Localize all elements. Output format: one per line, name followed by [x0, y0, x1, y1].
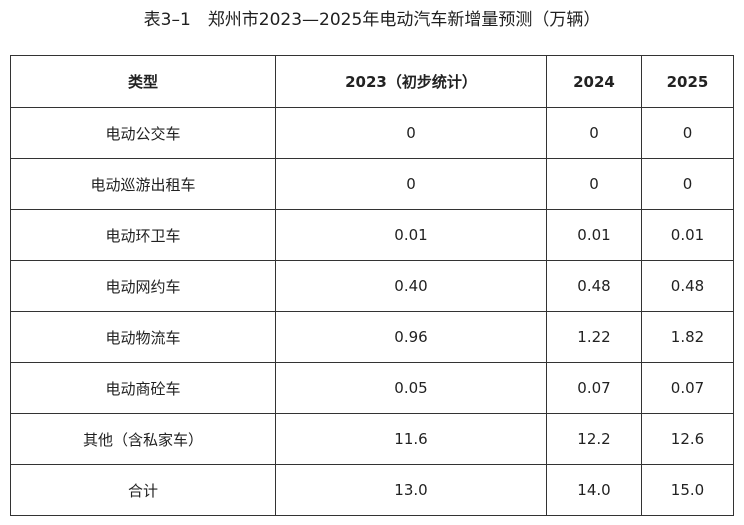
value-2023: 11.6 — [275, 413, 547, 465]
value-2023: 13.0 — [275, 464, 547, 516]
row-type: 电动环卫车 — [10, 209, 276, 261]
value-2024: 12.2 — [546, 413, 642, 465]
value-2023: 0.01 — [275, 209, 547, 261]
value-2024: 0 — [546, 158, 642, 210]
row-type: 其他（含私家车） — [10, 413, 276, 465]
row-type: 电动商砼车 — [10, 362, 276, 414]
table-row: 电动网约车 0.40 0.48 0.48 — [10, 260, 734, 312]
header-2024: 2024 — [546, 55, 642, 108]
row-type: 电动网约车 — [10, 260, 276, 312]
value-2025: 0.01 — [641, 209, 734, 261]
header-2025: 2025 — [641, 55, 734, 108]
value-2025: 12.6 — [641, 413, 734, 465]
value-2025: 0.48 — [641, 260, 734, 312]
value-2024: 14.0 — [546, 464, 642, 516]
table-row: 电动物流车 0.96 1.22 1.82 — [10, 311, 734, 363]
row-type: 合计 — [10, 464, 276, 516]
value-2025: 0 — [641, 107, 734, 159]
table-row: 电动巡游出租车 0 0 0 — [10, 158, 734, 210]
table-row: 电动环卫车 0.01 0.01 0.01 — [10, 209, 734, 261]
header-2023: 2023（初步统计） — [275, 55, 547, 108]
value-2024: 1.22 — [546, 311, 642, 363]
table-row: 其他（含私家车） 11.6 12.2 12.6 — [10, 413, 734, 465]
value-2023: 0 — [275, 107, 547, 159]
table-caption: 表3–1 郑州市2023—2025年电动汽车新增量预测（万辆） — [143, 10, 601, 30]
total-row: 合计 13.0 14.0 15.0 — [10, 464, 734, 516]
value-2024: 0.48 — [546, 260, 642, 312]
value-2023: 0.05 — [275, 362, 547, 414]
value-2024: 0.01 — [546, 209, 642, 261]
header-row: 类型 2023（初步统计） 2024 2025 — [10, 55, 734, 108]
value-2025: 15.0 — [641, 464, 734, 516]
value-2023: 0.40 — [275, 260, 547, 312]
table-row: 电动公交车 0 0 0 — [10, 107, 734, 159]
value-2023: 0.96 — [275, 311, 547, 363]
value-2024: 0 — [546, 107, 642, 159]
table-row: 电动商砼车 0.05 0.07 0.07 — [10, 362, 734, 414]
row-type: 电动物流车 — [10, 311, 276, 363]
header-type: 类型 — [10, 55, 276, 108]
value-2025: 1.82 — [641, 311, 734, 363]
value-2025: 0 — [641, 158, 734, 210]
value-2023: 0 — [275, 158, 547, 210]
forecast-table: 类型 2023（初步统计） 2024 2025 电动公交车 0 0 0 电动巡游… — [10, 55, 734, 516]
row-type: 电动巡游出租车 — [10, 158, 276, 210]
value-2025: 0.07 — [641, 362, 734, 414]
row-type: 电动公交车 — [10, 107, 276, 159]
value-2024: 0.07 — [546, 362, 642, 414]
